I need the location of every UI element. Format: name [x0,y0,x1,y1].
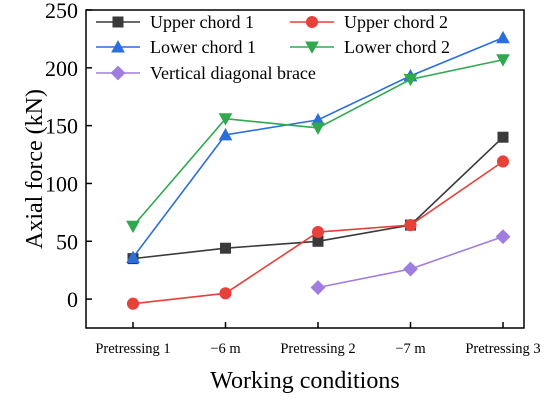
series-vertical-diagonal-brace [310,229,511,295]
legend-label: Lower chord 1 [150,37,256,57]
legend-entry: Vertical diagonal brace [96,63,316,83]
legend: Upper chord 1 Upper chord 2 Lower chord 1 L… [96,12,450,83]
x-tick-label: −6 m [210,341,241,357]
y-axis-title: Axial force (kN) [22,89,48,249]
data-point [496,54,510,67]
data-point [126,297,140,310]
x-tick-label: Pretressing 1 [95,341,170,357]
data-point [404,219,417,232]
data-point [311,112,325,126]
data-point [218,128,233,141]
y-tick-label: 150 [45,114,78,139]
data-point [218,113,233,126]
series-layer [126,30,511,310]
data-point [219,287,232,300]
y-tick-label: 250 [45,0,78,23]
data-point [311,225,325,239]
data-point [497,131,509,143]
legend-label: Upper chord 2 [344,12,448,32]
data-point [403,261,418,277]
data-point [126,220,140,234]
legend-label: Upper chord 1 [150,12,254,32]
data-point [495,229,511,245]
data-point [126,250,140,263]
x-tick-label: Pretressing 2 [280,341,355,357]
series-lower-chord-2 [126,54,510,234]
data-point [310,280,326,295]
data-point [312,235,324,247]
data-point [220,242,231,254]
x-tick-label: −7 m [395,341,426,357]
y-tick-label: 0 [67,287,78,312]
y-tick-label: 200 [45,56,78,81]
y-tick-label: 100 [45,171,78,196]
legend-entry: Lower chord 1 [96,37,256,57]
series-line [132,58,504,227]
data-point [496,155,510,168]
legend-label: Lower chord 2 [344,37,450,57]
data-point [403,73,418,87]
legend-entry: Upper chord 2 [290,12,448,32]
legend-marker [305,41,319,54]
data-point [311,122,325,135]
axes: 0 50 100 150 200 250 Pretressing 1 −6 m Pretress… [45,0,541,357]
plot-frame [85,9,525,329]
x-tick-label: Pretressing 3 [465,341,540,357]
legend-marker [305,15,319,29]
legend-marker [111,40,125,53]
x-axis-title: Working conditions [210,368,399,394]
legend-entry: Lower chord 2 [290,37,450,57]
legend-marker [112,16,124,28]
legend-marker [110,65,126,81]
y-tick-label: 50 [56,229,78,254]
legend-entry: Upper chord 1 [96,12,254,32]
legend-label: Vertical diagonal brace [150,63,316,83]
series-upper-chord-2 [126,155,510,310]
data-point [496,30,510,44]
